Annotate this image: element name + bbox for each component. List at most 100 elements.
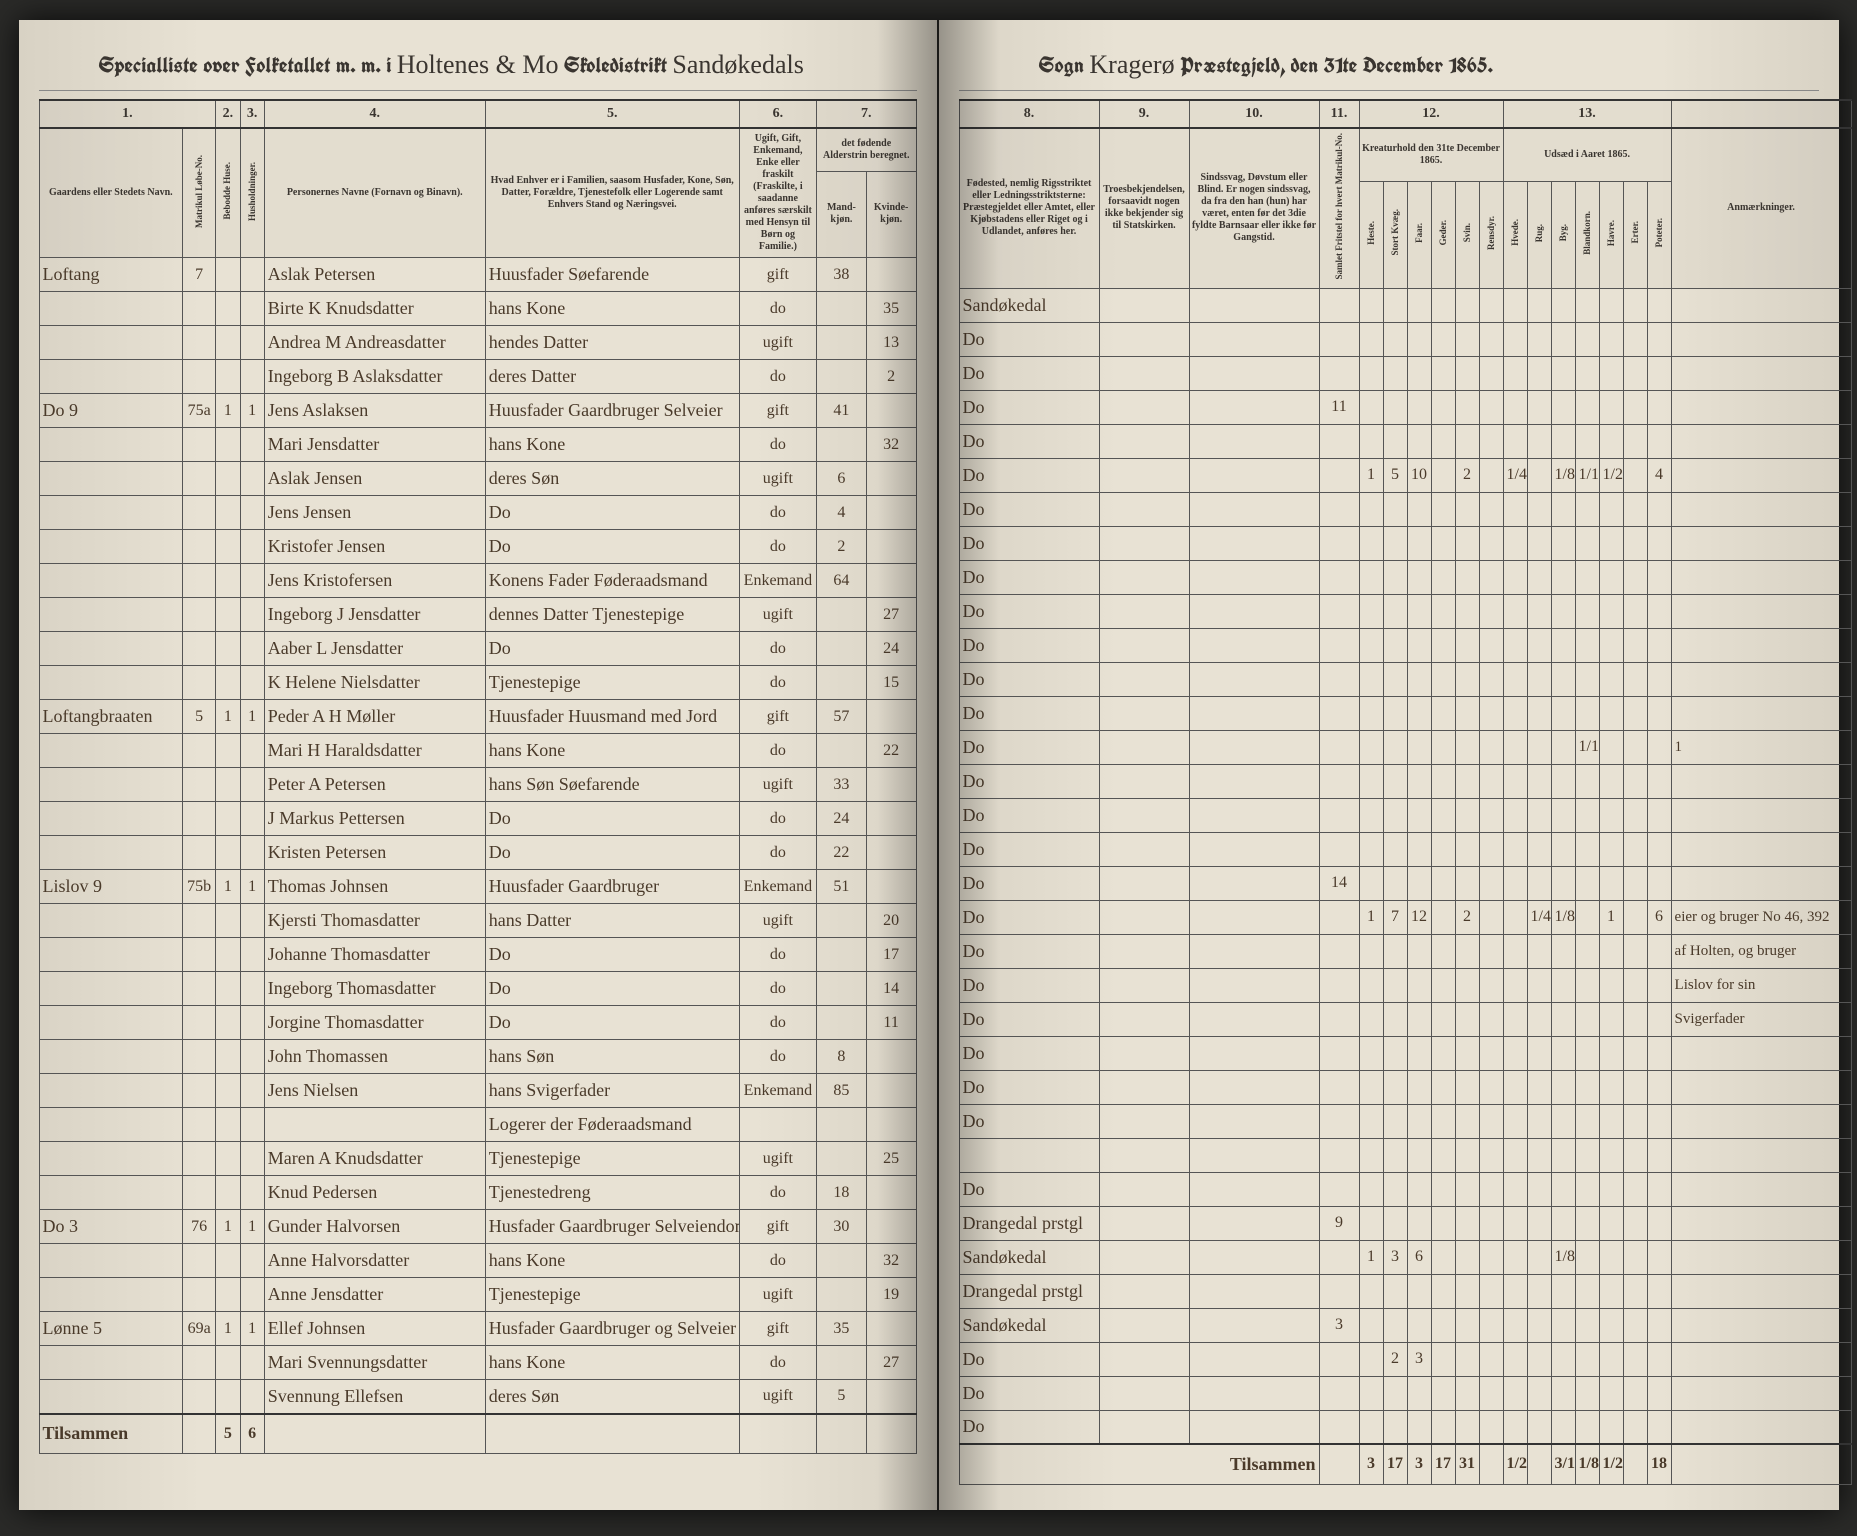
cell-k4 [1455,1274,1479,1308]
cell-mno [183,632,216,666]
cell-m: 24 [817,802,867,836]
cell-u3 [1575,560,1599,594]
cell-disab [1189,1172,1319,1206]
cell-hh [240,428,264,462]
cell-k5 [1479,1172,1503,1206]
cell-hus: 1 [216,870,240,904]
cell-birth: Do [959,764,1099,798]
cell-k0 [1359,560,1383,594]
cell-k1 [1383,390,1407,424]
cell-c11 [1319,934,1359,968]
cell-k3 [1431,1104,1455,1138]
cell-k3 [1431,288,1455,322]
cell-mno [183,802,216,836]
table-row: Kristofer JensenDodo2 [39,530,916,564]
cell-k0 [1359,730,1383,764]
cell-c11 [1319,458,1359,492]
cell-disab [1189,1070,1319,1104]
table-row: Mari Svennungsdatterhans Konedo27 [39,1346,916,1380]
cell-u3 [1575,1274,1599,1308]
cell-u6 [1647,594,1671,628]
cell-u2 [1551,696,1575,730]
cell-civ: do [739,530,816,564]
cell-k4 [1455,1376,1479,1410]
head-hh: Husholdninger. [240,128,264,258]
cell-k1 [1383,322,1407,356]
cell-k2 [1407,764,1431,798]
cell-farm [39,428,183,462]
cell-remarks [1671,1206,1851,1240]
cell-mno [183,530,216,564]
cell-name: J Markus Pettersen [264,802,485,836]
cell-mno [183,496,216,530]
cell-k0 [1359,424,1383,458]
cell-u1 [1527,934,1551,968]
cell-hus [216,904,240,938]
cell-rel: Konens Fader Føderaadsmand [485,564,739,598]
cell-remarks [1671,1172,1851,1206]
cell-k0 [1359,968,1383,1002]
cell-k2: 10 [1407,458,1431,492]
cell-faith [1099,1104,1189,1138]
cell-birth: Do [959,628,1099,662]
cell-k3 [1431,424,1455,458]
cell-k0 [1359,1410,1383,1444]
cell-name: Ellef Johnsen [264,1312,485,1346]
cell-civ: gift [739,700,816,734]
cell-birth: Do [959,1070,1099,1104]
cell-u0 [1503,288,1527,322]
cell-civ: do [739,802,816,836]
cell-u3 [1575,662,1599,696]
cell-u2 [1551,1376,1575,1410]
cell-u2 [1551,1172,1575,1206]
cell-u4 [1599,696,1623,730]
cell-civ: gift [739,1312,816,1346]
cell-rel: hans Svigerfader [485,1074,739,1108]
cell-k3 [1431,1274,1455,1308]
table-row: Jens JensenDodo4 [39,496,916,530]
cell-hus [216,632,240,666]
cell-k0 [1359,594,1383,628]
cell-k5 [1479,662,1503,696]
cell-u4 [1599,968,1623,1002]
cell-c11 [1319,662,1359,696]
cell-faith [1099,1138,1189,1172]
cell-u0 [1503,798,1527,832]
cell-civ: do [739,1176,816,1210]
colnum-4: 4. [264,100,485,128]
cell-mno [183,1380,216,1414]
cell-k0 [1359,526,1383,560]
cell-c11 [1319,730,1359,764]
cell-u1 [1527,424,1551,458]
cell-u2 [1551,492,1575,526]
cell-u4 [1599,1240,1623,1274]
cell-civ: ugift [739,598,816,632]
cell-k2: 12 [1407,900,1431,934]
cell-u2 [1551,1002,1575,1036]
cell-mno: 75b [183,870,216,904]
cell-k2 [1407,934,1431,968]
cell-rel: Husfader Gaardbruger og Selveier [485,1312,739,1346]
cell-k3 [1431,1002,1455,1036]
cell-k3 [1431,662,1455,696]
cell-u1 [1527,1342,1551,1376]
cell-u6 [1647,1070,1671,1104]
cell-u3 [1575,1138,1599,1172]
cell-u6 [1647,492,1671,526]
cell-u1 [1527,730,1551,764]
cell-k2 [1407,1308,1431,1342]
cell-remarks [1671,764,1851,798]
cell-disab [1189,900,1319,934]
cell-u6 [1647,1410,1671,1444]
cell-m [817,598,867,632]
cell-k1 [1383,1410,1407,1444]
cell-u2 [1551,934,1575,968]
cell-k0 [1359,1376,1383,1410]
cell-remarks [1671,560,1851,594]
cell-k1 [1383,968,1407,1002]
cell-disab [1189,288,1319,322]
cell-u2 [1551,968,1575,1002]
cell-farm [39,836,183,870]
cell-birth: Do [959,594,1099,628]
cell-f: 19 [866,1278,916,1312]
